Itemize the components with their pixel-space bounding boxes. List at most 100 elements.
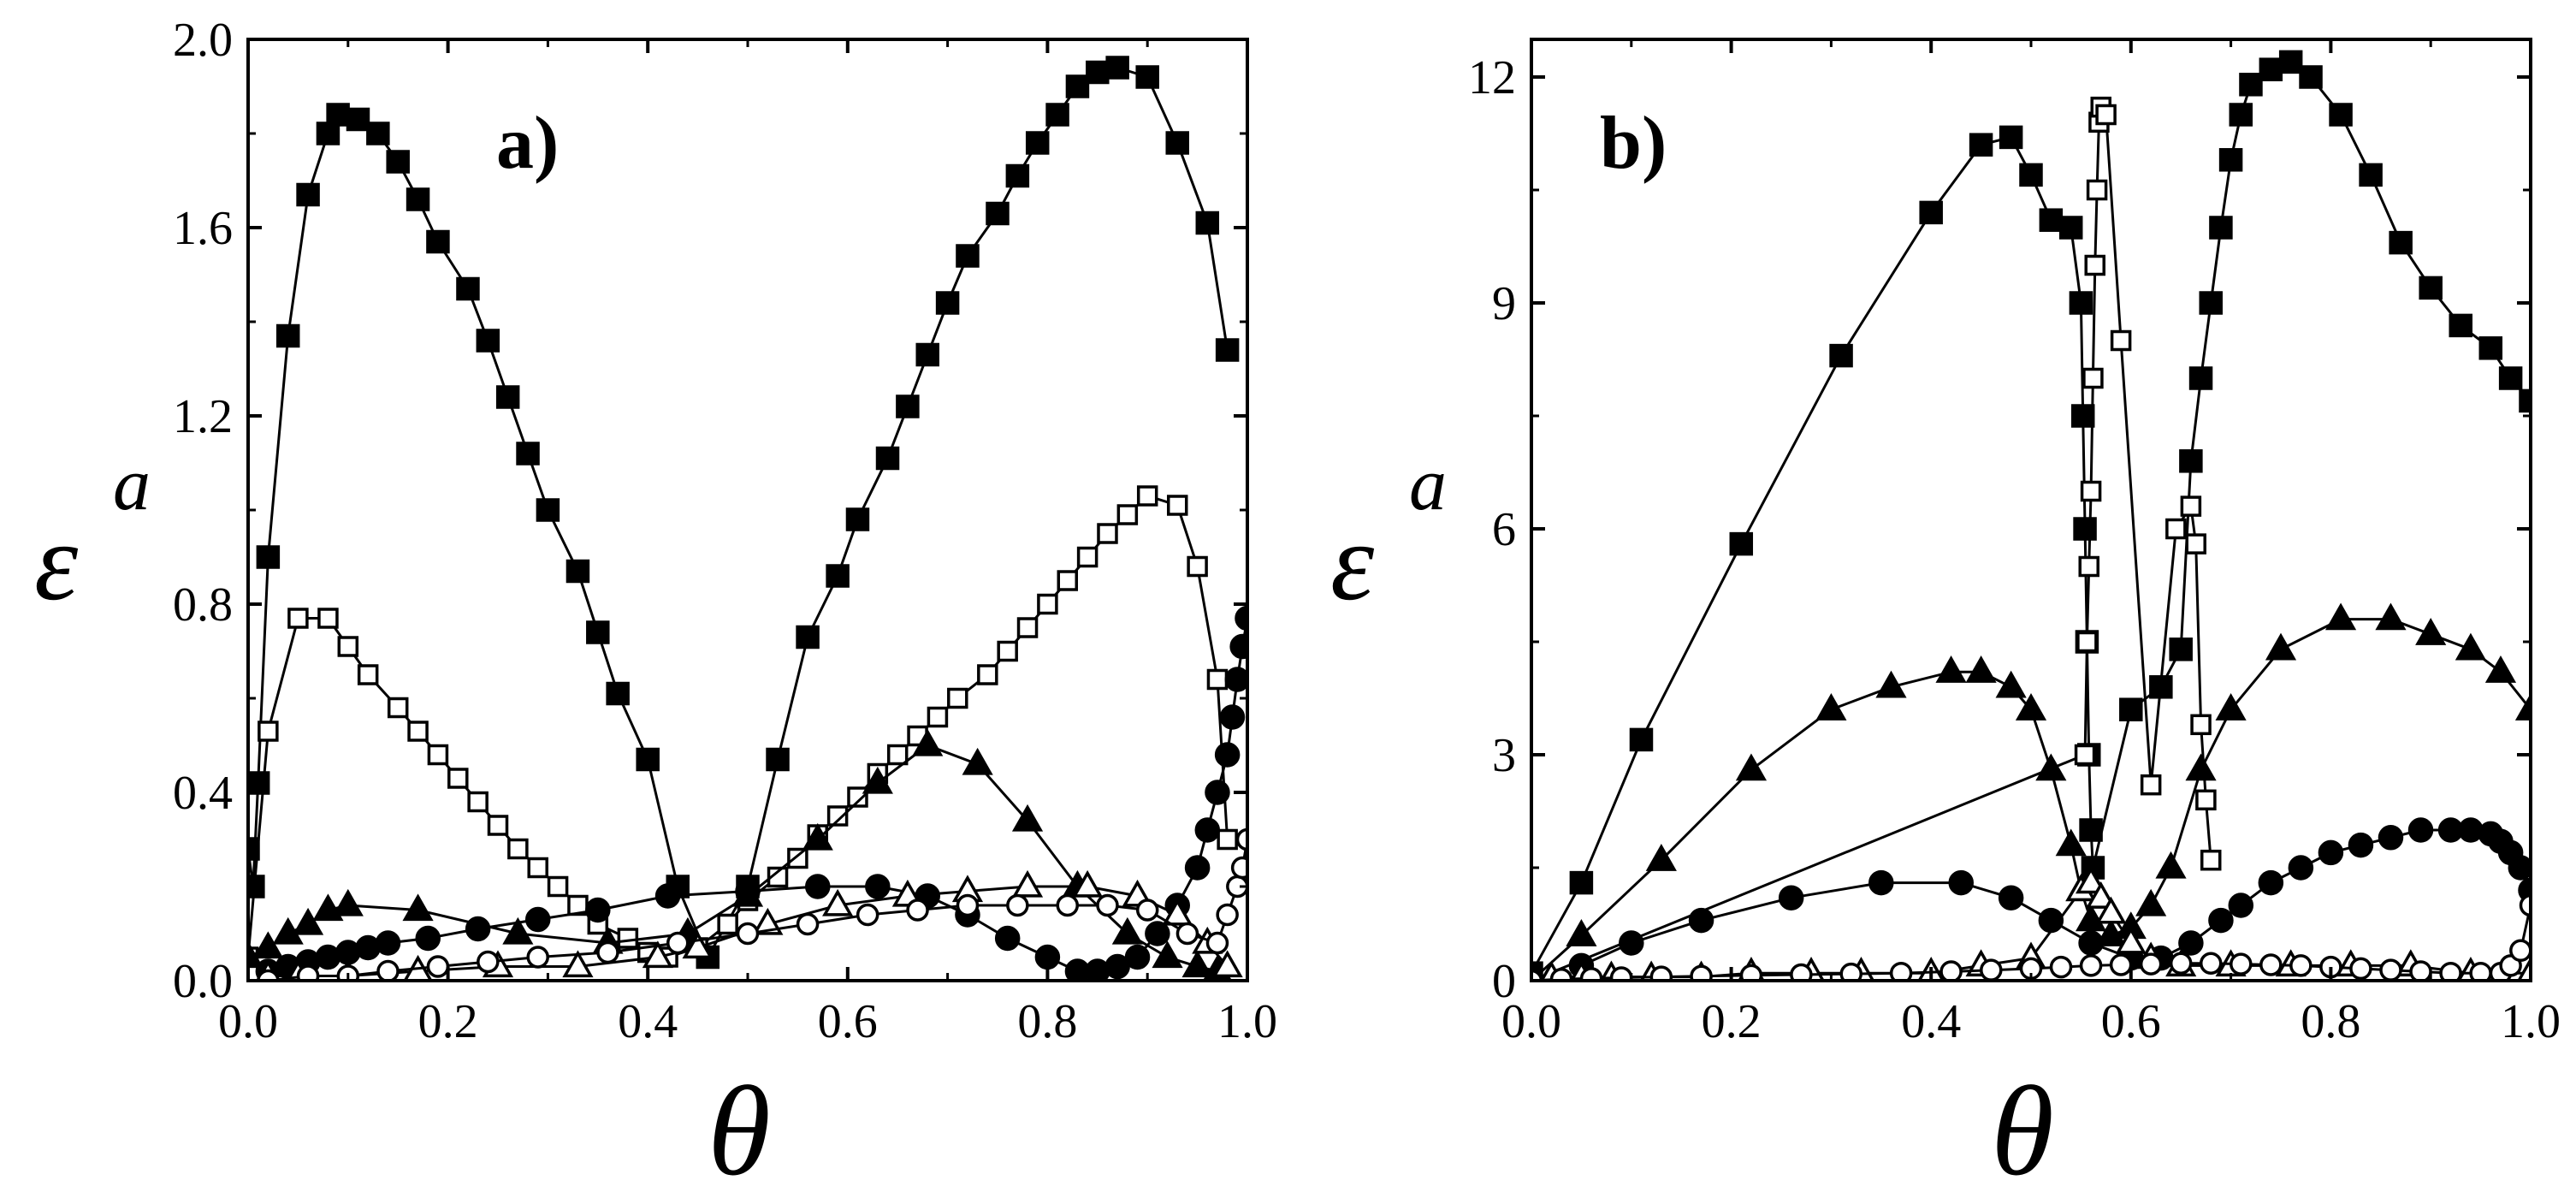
data-point	[507, 838, 529, 860]
data-point	[2169, 638, 2193, 661]
data-point	[406, 187, 430, 211]
data-point	[2080, 480, 2102, 502]
data-point	[1206, 668, 1229, 691]
data-point	[2085, 881, 2117, 909]
y-tick-label: 9	[1492, 277, 1516, 330]
data-point	[495, 385, 520, 409]
data-point	[875, 446, 900, 471]
data-point	[767, 866, 789, 888]
data-point	[1045, 103, 1069, 127]
data-point	[2498, 366, 2523, 390]
data-point	[1105, 56, 1129, 80]
data-point	[2078, 555, 2099, 578]
data-point	[1136, 485, 1158, 507]
series-square-open	[1531, 96, 2222, 981]
data-point	[2519, 893, 2531, 917]
data-point	[2449, 313, 2472, 338]
data-point	[682, 931, 714, 959]
data-point	[1735, 753, 1768, 781]
data-point	[1217, 828, 1238, 851]
data-point	[2075, 904, 2107, 932]
data-point	[2329, 103, 2353, 127]
data-point	[387, 697, 409, 719]
data-point	[2484, 655, 2517, 683]
data-point	[2419, 276, 2443, 300]
y-tick-label: 0.4	[173, 767, 233, 820]
data-point	[2379, 958, 2402, 981]
data-point	[476, 329, 500, 353]
data-point	[617, 928, 639, 949]
data-point	[1097, 523, 1118, 544]
y-axis-superscript: a	[113, 443, 151, 526]
data-point	[796, 912, 820, 936]
data-point	[2218, 148, 2243, 172]
data-point	[2169, 952, 2193, 976]
data-point	[1175, 922, 1199, 946]
data-point	[2200, 849, 2222, 871]
y-tick-label: 12	[1468, 51, 1516, 104]
data-point	[847, 786, 868, 808]
data-point	[927, 706, 949, 728]
x-tick-label: 0.2	[418, 995, 478, 1048]
series-circle-open	[1531, 893, 2531, 981]
data-point	[1006, 893, 1029, 917]
data-point	[248, 940, 264, 969]
panel-label: b)	[1600, 102, 1667, 185]
data-point	[1690, 964, 1713, 981]
data-point	[1072, 869, 1104, 898]
data-point	[2514, 693, 2531, 721]
data-point	[2079, 818, 2103, 842]
data-point	[796, 625, 820, 649]
data-point	[1211, 950, 1243, 978]
panel-b: 0.0 0.2 0.4 0.6 0.8 1.0 0 3 6 9 12 θ εa b)	[1330, 38, 2561, 1202]
x-tick-label: 0.4	[618, 995, 678, 1048]
data-point	[2035, 753, 2067, 781]
data-point	[915, 342, 939, 367]
data-point	[1187, 555, 1208, 578]
data-point	[826, 564, 850, 588]
y-tick-label: 0.8	[173, 578, 233, 632]
data-point	[2215, 693, 2247, 721]
data-point	[257, 969, 280, 981]
data-point	[562, 950, 594, 978]
data-point	[502, 916, 534, 945]
data-point	[2069, 291, 2093, 315]
data-point	[2095, 104, 2117, 126]
data-point	[447, 768, 469, 789]
data-point	[2359, 163, 2383, 187]
data-point	[1205, 931, 1229, 955]
data-point	[956, 893, 980, 917]
data-point	[1569, 870, 1594, 895]
data-point	[977, 664, 998, 685]
series-circle-filled	[1568, 817, 2531, 979]
data-point	[1839, 962, 1863, 981]
y-axis-title: ε	[1330, 501, 1375, 624]
data-point	[2209, 216, 2233, 240]
data-point	[1005, 163, 1030, 188]
data-point	[2095, 919, 2127, 946]
data-point	[1195, 211, 1220, 235]
data-point	[252, 931, 284, 959]
x-tick-label: 0.8	[1017, 995, 1077, 1048]
plot-frame	[246, 38, 1249, 982]
data-point	[2199, 952, 2223, 976]
y-tick-label: 6	[1492, 503, 1516, 556]
data-point	[415, 925, 441, 952]
data-point	[1998, 885, 2024, 910]
data-point	[386, 150, 410, 174]
data-point	[1194, 817, 1221, 843]
data-point	[1729, 531, 1754, 556]
data-point	[2239, 73, 2263, 97]
data-point	[752, 907, 784, 935]
data-point	[606, 681, 630, 706]
data-point	[2415, 618, 2447, 645]
data-point	[2439, 961, 2462, 981]
data-point	[2109, 953, 2133, 976]
data-point	[2508, 855, 2531, 881]
data-point	[826, 805, 849, 827]
data-point	[272, 916, 304, 945]
data-point	[805, 874, 831, 899]
data-point	[1184, 855, 1211, 881]
panel-a: 0.0 0.2 0.4 0.6 0.8 1.0 0.0 0.4 0.8 1.2 1.6 2.0 θ εa a…	[34, 14, 1277, 1202]
data-point	[467, 791, 489, 813]
